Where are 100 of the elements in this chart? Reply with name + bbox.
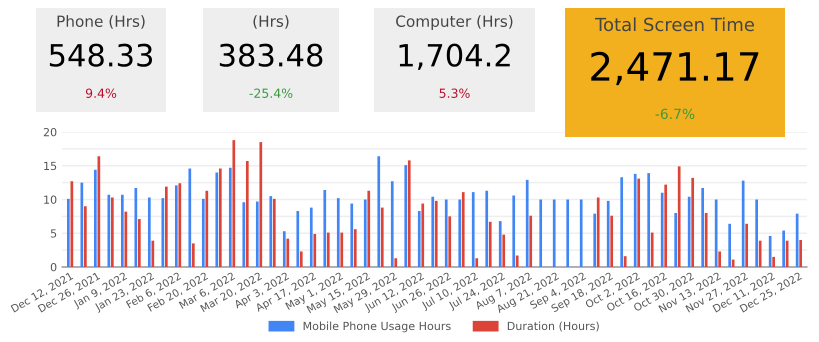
bar xyxy=(313,234,316,267)
bar xyxy=(701,188,704,267)
bar xyxy=(772,256,776,267)
bar xyxy=(755,200,758,267)
text: -25.4% xyxy=(250,88,292,98)
bar xyxy=(448,216,452,267)
bar xyxy=(310,208,313,267)
bar xyxy=(691,178,694,267)
bar xyxy=(228,168,232,267)
bar xyxy=(246,161,249,267)
bar xyxy=(107,194,110,267)
bar xyxy=(624,256,627,267)
bar xyxy=(269,196,272,267)
text: 9.4% xyxy=(86,88,116,98)
bar xyxy=(178,183,182,267)
bar xyxy=(434,200,438,267)
y-tick-label: 0 xyxy=(50,262,56,272)
bar xyxy=(782,230,785,267)
bar xyxy=(768,236,772,267)
bar xyxy=(647,173,650,267)
bar xyxy=(620,177,624,267)
bar xyxy=(84,206,87,267)
bar xyxy=(529,216,532,267)
bar xyxy=(742,180,745,267)
text: 5.3% xyxy=(440,88,470,98)
bar xyxy=(462,192,465,267)
bar xyxy=(664,184,668,267)
bar xyxy=(70,181,74,267)
text: 2,471.17 xyxy=(591,52,758,86)
bar xyxy=(124,212,128,267)
y-tick-label: 20 xyxy=(44,128,56,136)
bar xyxy=(498,221,502,267)
bar xyxy=(799,240,802,267)
text: 1,704.2 xyxy=(400,44,510,70)
bar xyxy=(502,234,506,267)
bar xyxy=(688,196,691,267)
bar xyxy=(485,190,488,267)
bar xyxy=(148,197,151,267)
bar xyxy=(350,204,354,267)
bar xyxy=(205,190,208,267)
bar xyxy=(650,232,654,267)
bar xyxy=(458,200,462,267)
y-tick-label: 10 xyxy=(44,195,56,204)
bar xyxy=(192,243,195,267)
bar xyxy=(526,180,529,267)
bar xyxy=(242,202,246,267)
legend-label: Mobile Phone Usage Hours xyxy=(304,322,451,332)
bar xyxy=(732,260,735,267)
bar xyxy=(380,208,384,267)
bar xyxy=(634,174,637,267)
bar xyxy=(272,198,276,267)
bar xyxy=(606,200,610,267)
bar xyxy=(431,196,434,267)
bar xyxy=(120,194,124,267)
bar xyxy=(444,200,448,267)
bar xyxy=(593,214,596,267)
bar xyxy=(110,197,114,267)
bar xyxy=(475,258,478,267)
bar xyxy=(218,168,222,267)
bar xyxy=(418,210,421,267)
bar xyxy=(488,222,492,267)
bar xyxy=(704,213,708,267)
bar xyxy=(286,238,290,267)
text: Computer (Hrs) xyxy=(396,15,512,30)
bar xyxy=(188,168,192,267)
y-tick-label: 5 xyxy=(50,229,56,238)
bar xyxy=(66,198,70,267)
bar xyxy=(796,214,798,267)
bar xyxy=(610,216,614,267)
bar xyxy=(164,186,168,267)
bar xyxy=(758,240,762,267)
bar xyxy=(326,232,330,267)
bar xyxy=(512,195,516,267)
legend-label: Duration (Hours) xyxy=(508,322,599,332)
bar xyxy=(202,198,205,267)
bar xyxy=(516,256,519,267)
bar xyxy=(151,240,154,267)
bar xyxy=(282,231,286,267)
bar xyxy=(94,170,97,267)
bar xyxy=(718,251,722,267)
text: 548.33 xyxy=(50,44,152,67)
bar xyxy=(552,200,556,267)
bar xyxy=(674,213,678,267)
bar xyxy=(745,224,748,267)
bar xyxy=(728,224,732,267)
bar xyxy=(340,232,344,267)
y-tick-label: 15 xyxy=(44,162,56,170)
bar xyxy=(336,198,340,267)
bar xyxy=(97,156,100,267)
bar xyxy=(232,140,236,267)
bar xyxy=(367,190,370,267)
bar xyxy=(161,198,164,267)
bar xyxy=(637,178,640,267)
bar xyxy=(421,204,424,267)
bar xyxy=(138,219,141,267)
bar xyxy=(323,190,326,267)
text: -6.7% xyxy=(656,108,694,120)
bar xyxy=(296,210,300,267)
bar xyxy=(390,181,394,267)
bar xyxy=(714,200,718,267)
